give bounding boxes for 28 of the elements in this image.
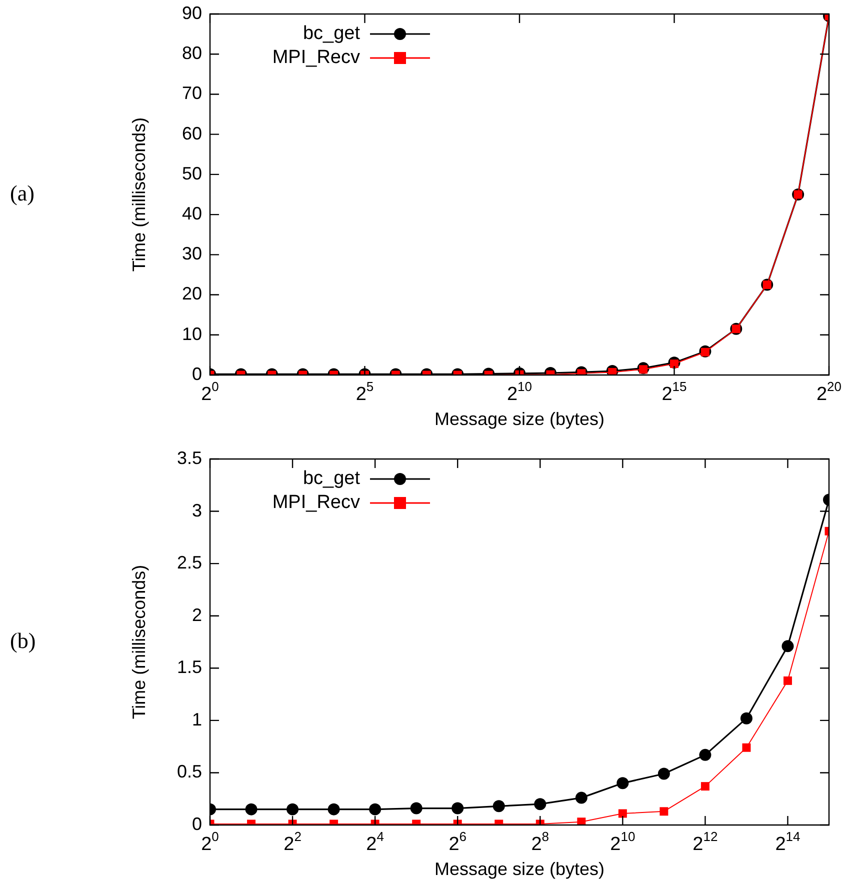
y-tick-label: 0 <box>192 814 202 834</box>
x-axis-title: Message size (bytes) <box>434 409 605 429</box>
y-tick-label: 60 <box>182 123 202 144</box>
y-tick-label: 3.5 <box>176 448 202 468</box>
y-tick-label: 2.5 <box>176 552 202 573</box>
text: (a) <box>10 180 34 206</box>
y-tick-label: 40 <box>182 204 202 224</box>
y-tick-label: 1 <box>192 709 202 730</box>
y-tick-label: 3 <box>192 500 202 520</box>
y-tick-label: 80 <box>182 43 202 64</box>
y-tick-label: 50 <box>182 163 202 184</box>
y-tick-label: 20 <box>182 284 202 304</box>
y-tick-label: 90 <box>182 2 202 23</box>
y-axis-title: Time (milliseconds) <box>128 117 149 272</box>
text: (b) <box>10 628 36 653</box>
legend-label: MPI_Recv <box>272 492 360 514</box>
legend-label: bc_get <box>302 468 361 490</box>
y-tick-label: 0.5 <box>176 762 202 782</box>
y-tick-label: 30 <box>182 244 202 264</box>
x-axis-title: Message size (bytes) <box>434 859 605 879</box>
legend-label: bc_get <box>302 23 361 44</box>
y-axis-title: Time (milliseconds) <box>128 564 149 720</box>
y-tick-label: 0 <box>192 364 202 384</box>
y-tick-label: 10 <box>182 324 202 344</box>
y-tick-label: 1.5 <box>176 657 202 678</box>
y-tick-label: 2 <box>192 604 202 625</box>
y-tick-label: 70 <box>182 83 202 104</box>
legend-label: MPI_Recv <box>272 47 360 68</box>
